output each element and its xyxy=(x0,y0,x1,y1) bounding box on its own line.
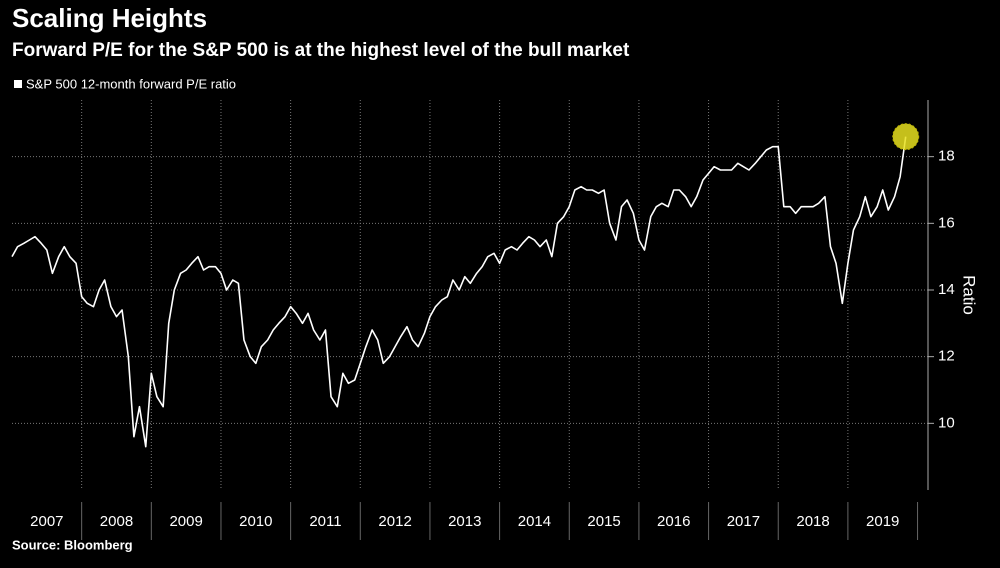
x-tick-label: 2011 xyxy=(309,513,341,530)
x-tick-label: 2008 xyxy=(100,513,133,530)
source: Source: Bloomberg xyxy=(12,537,133,552)
x-tick-label: 2017 xyxy=(727,513,760,530)
y-tick-label: 10 xyxy=(938,414,955,431)
x-tick-label: 2010 xyxy=(239,513,272,530)
x-tick-label: 2013 xyxy=(448,513,481,530)
chart-title: Scaling Heights xyxy=(12,3,207,33)
chart-subtitle: Forward P/E for the S&P 500 is at the hi… xyxy=(12,40,630,61)
y-axis-label: Ratio xyxy=(960,275,979,315)
y-tick-label: 18 xyxy=(938,148,955,165)
x-tick-label: 2012 xyxy=(378,513,411,530)
legend-swatch xyxy=(14,80,22,88)
y-tick-label: 16 xyxy=(938,214,955,231)
x-tick-label: 2014 xyxy=(518,513,551,530)
x-tick-label: 2016 xyxy=(657,513,690,530)
y-tick-label: 12 xyxy=(938,348,955,365)
x-tick-label: 2019 xyxy=(866,513,899,530)
x-tick-label: 2009 xyxy=(169,513,202,530)
highlight xyxy=(892,123,920,151)
legend-label: S&P 500 12-month forward P/E ratio xyxy=(26,76,236,91)
y-tick-label: 14 xyxy=(938,281,955,298)
x-tick-label: 2015 xyxy=(587,513,620,530)
line-series xyxy=(11,136,907,448)
x-tick-label: 2018 xyxy=(796,513,829,530)
x-tick-label: 2007 xyxy=(30,513,63,530)
